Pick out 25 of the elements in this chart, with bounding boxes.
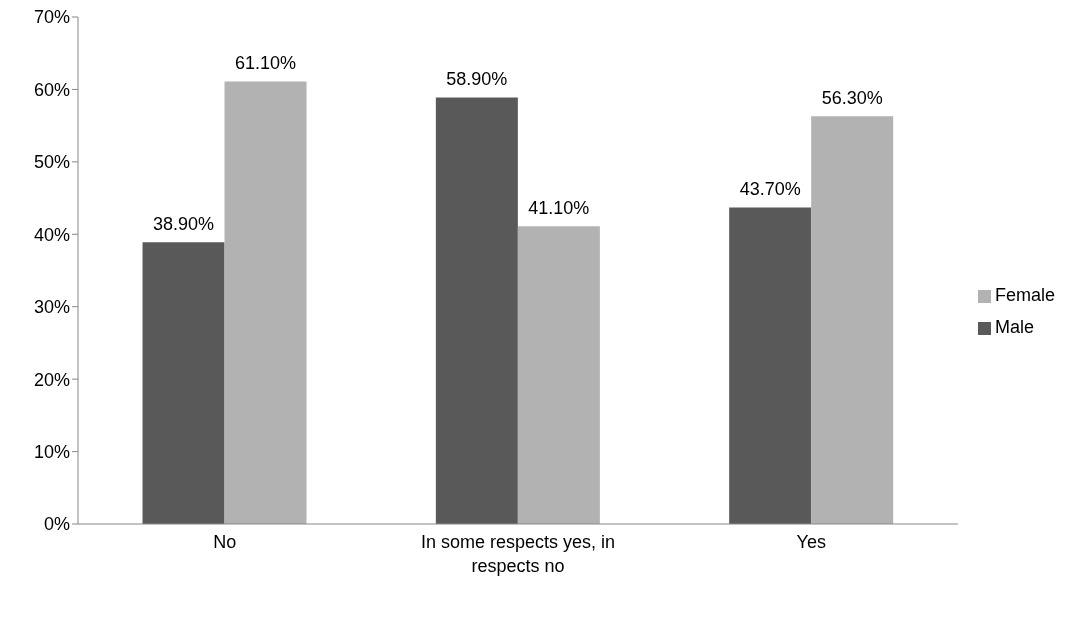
y-tick-label: 20% bbox=[33, 369, 70, 390]
bar bbox=[729, 207, 812, 524]
legend-label: Female bbox=[994, 285, 1055, 305]
data-label: 41.10% bbox=[528, 198, 590, 219]
data-label: 43.70% bbox=[739, 179, 801, 200]
y-tick-label: 30% bbox=[33, 297, 70, 318]
x-tick-label: No bbox=[213, 532, 237, 552]
bar bbox=[142, 242, 225, 524]
bar bbox=[224, 81, 307, 524]
data-label: 61.10% bbox=[235, 53, 297, 74]
x-tick-label: Yes bbox=[796, 532, 826, 552]
data-label: 58.90% bbox=[446, 69, 508, 90]
bar bbox=[517, 226, 600, 524]
bar bbox=[811, 116, 894, 524]
data-label: 56.30% bbox=[821, 88, 883, 109]
legend-label: Male bbox=[994, 317, 1034, 337]
y-tick-label: 50% bbox=[33, 152, 70, 173]
bar bbox=[435, 97, 518, 524]
y-tick-label: 0% bbox=[43, 514, 70, 535]
y-tick-label: 60% bbox=[33, 79, 70, 100]
x-tick-label: In some respects yes, in respects no bbox=[420, 532, 616, 576]
data-label: 38.90% bbox=[153, 214, 215, 235]
y-tick-label: 40% bbox=[33, 224, 70, 245]
y-tick-label: 70% bbox=[33, 7, 70, 28]
y-tick-label: 10% bbox=[33, 441, 70, 462]
